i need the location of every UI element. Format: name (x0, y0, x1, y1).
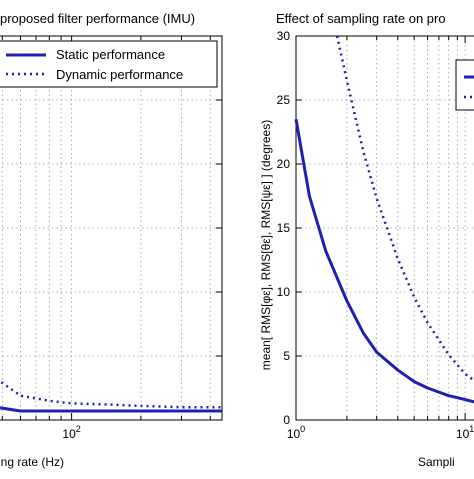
right-series-lines (294, 35, 474, 404)
right-y-tick-label: 25 (277, 93, 291, 107)
right-legend-box (455, 59, 474, 111)
left-series-lines (0, 380, 222, 413)
legend-static-label: Static performance (56, 47, 165, 62)
right-y-tick-label: 10 (277, 285, 291, 299)
left-series-solid-line (0, 406, 222, 413)
right-x-tick-label: 101 (456, 424, 474, 441)
left-legend-box (0, 40, 218, 88)
left-x-tick-label: 102 (62, 424, 80, 441)
right-series-solid-line (294, 118, 474, 404)
right-y-tick-label: 30 (277, 29, 291, 43)
right-y-tick-label: 15 (277, 221, 291, 235)
right-x-axis-label: Sampli (418, 455, 455, 469)
right-chart-panel: 0 5 10 15 20 25 30 100 101 Effect of sampling ra… (259, 11, 474, 469)
left-x-axis-label: ing rate (Hz) (0, 455, 64, 469)
left-grid (0, 36, 222, 420)
left-ticks: 102 (1, 36, 222, 441)
right-y-axis-label: mean[ RMS[φε], RMS[θε], RMS[ψε] ] (degre… (259, 120, 273, 370)
legend-dynamic-label: Dynamic performance (56, 67, 183, 82)
right-legend (455, 59, 474, 111)
right-ticks: 0 5 10 15 20 25 30 100 101 (277, 29, 474, 441)
right-plot-area (295, 35, 474, 421)
right-y-tick-label: 20 (277, 157, 291, 171)
right-y-tick-label: 5 (283, 349, 290, 363)
right-y-tick-label: 0 (283, 413, 290, 427)
right-chart-title: Effect of sampling rate on pro (276, 11, 446, 26)
left-chart-title: proposed filter performance (IMU) (0, 11, 195, 26)
left-chart-panel: 102 proposed filter performance (IMU) in… (0, 11, 223, 469)
left-legend: Static performance Dynamic performance (0, 40, 218, 88)
right-x-tick-label: 100 (287, 424, 305, 441)
